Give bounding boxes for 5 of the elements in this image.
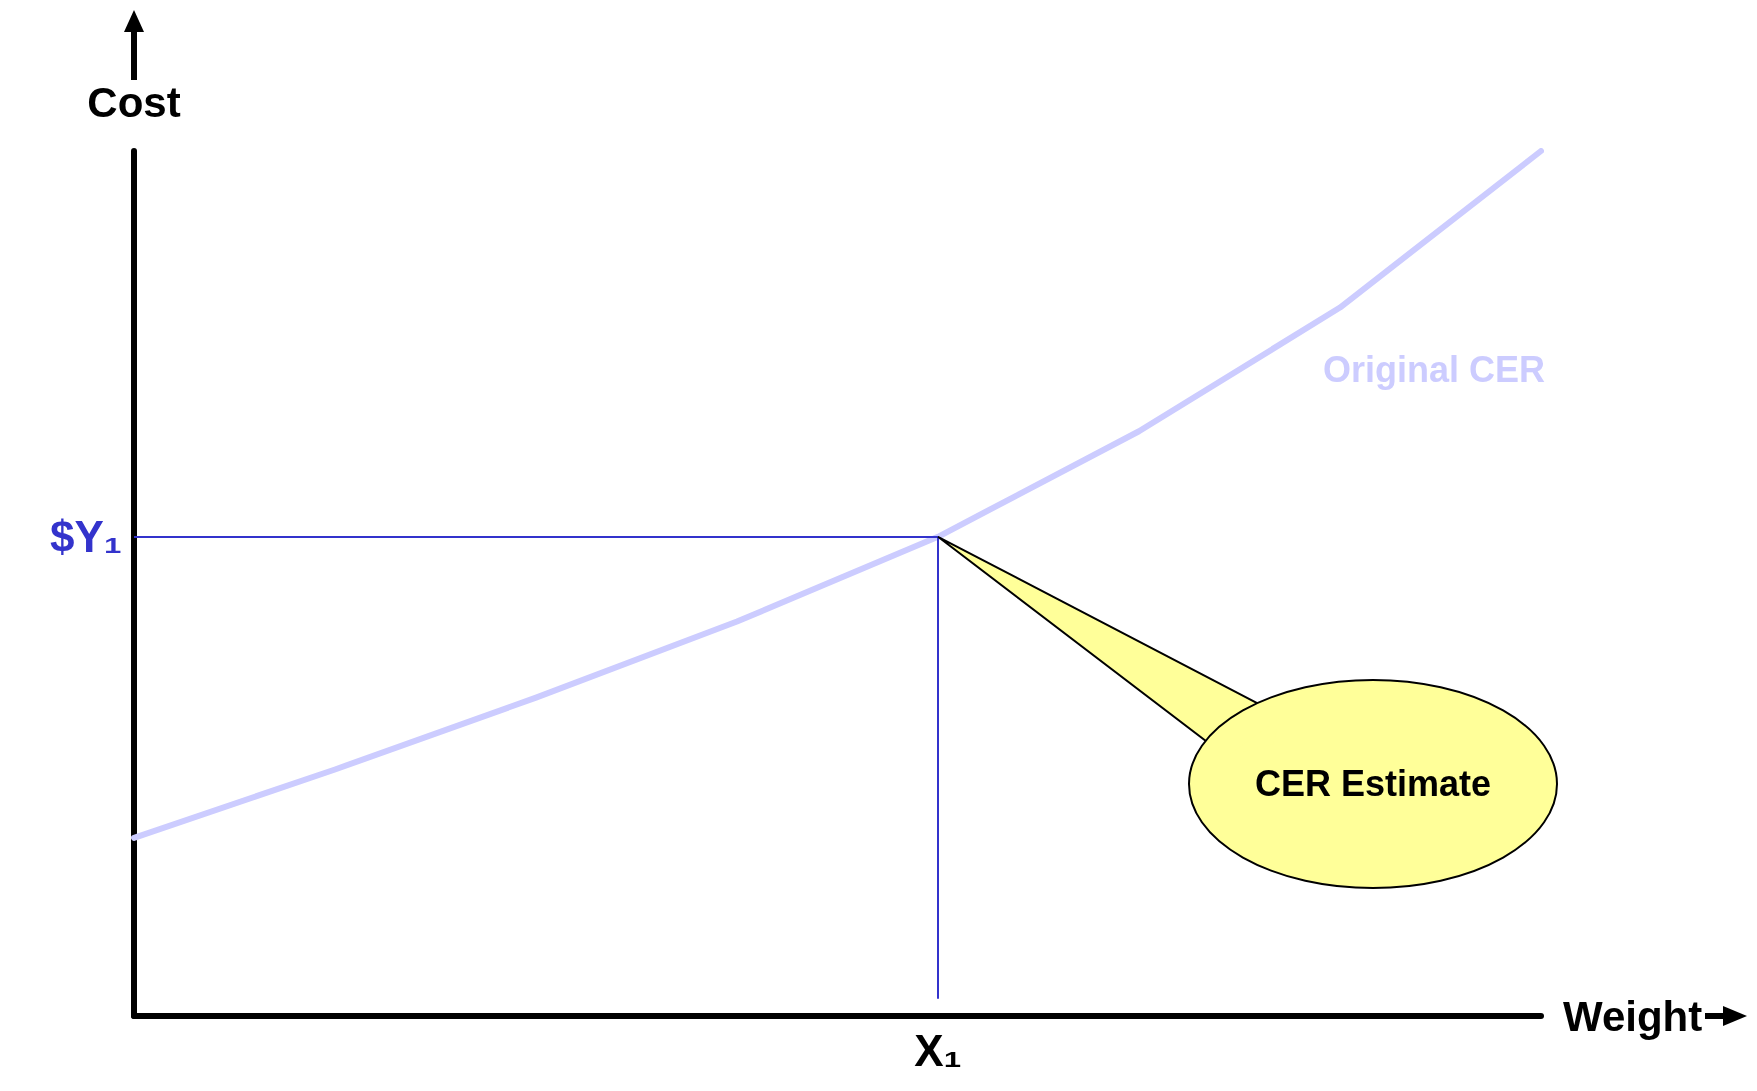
text: X₁ (914, 1026, 962, 1076)
ref-line-label: $Y₁ (49, 512, 122, 562)
y-axis-title: Cost (87, 78, 181, 126)
x-axis-title: Weight (1563, 992, 1703, 1040)
annotation: CER Estimate (1254, 763, 1492, 805)
